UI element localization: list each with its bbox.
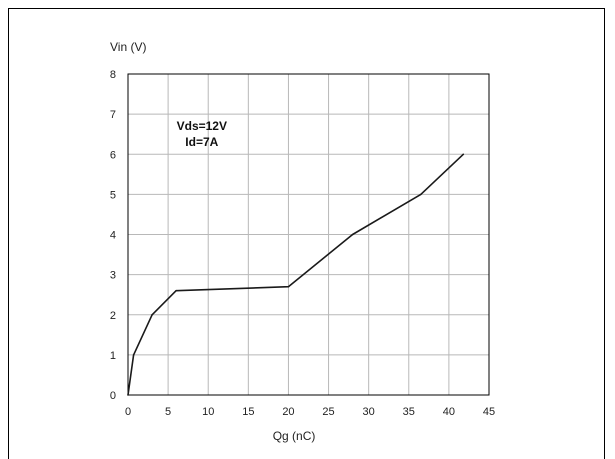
y-tick-label-7: 7 [110, 109, 116, 121]
data-point-5 [351, 233, 354, 236]
x-tick-label-7: 35 [403, 406, 415, 418]
x-tick-label-3: 15 [242, 406, 254, 418]
x-tick-label-8: 40 [443, 406, 455, 418]
data-point-6 [420, 193, 422, 196]
grid [128, 74, 489, 395]
data-point-4 [287, 285, 290, 288]
y-tick-label-5: 5 [110, 189, 116, 201]
data-point-2 [151, 313, 153, 316]
data-point-0 [127, 394, 129, 396]
y-tick-label-1: 1 [110, 350, 116, 362]
x-axis-ticks: 0 5 10 15 20 25 30 35 40 45 [125, 406, 495, 418]
data-point-1 [132, 354, 135, 356]
x-tick-label-6: 30 [363, 406, 375, 418]
y-tick-label-0: 0 [110, 390, 116, 402]
annotation-vds: Vds=12V [177, 119, 227, 133]
x-tick-label-1: 5 [165, 406, 171, 418]
data-point-3 [175, 289, 177, 292]
series-line [127, 153, 464, 396]
y-tick-label-2: 2 [110, 310, 116, 322]
annotation-id: Id=7A [185, 135, 218, 149]
x-tick-label-5: 25 [322, 406, 334, 418]
y-tick-label-4: 4 [110, 230, 116, 242]
x-axis-title: Qg (nC) [273, 429, 316, 443]
x-tick-label-2: 10 [202, 406, 214, 418]
y-tick-label-3: 3 [110, 270, 116, 282]
x-tick-label-4: 20 [282, 406, 294, 418]
y-tick-label-8: 8 [110, 69, 116, 81]
x-tick-label-9: 45 [483, 406, 495, 418]
data-point-7 [462, 153, 465, 156]
chart-frame [8, 8, 605, 459]
y-tick-label-6: 6 [110, 149, 116, 161]
x-tick-label-0: 0 [125, 406, 131, 418]
plot-area-border [127, 73, 490, 396]
series-points [127, 153, 465, 396]
y-axis-title: Vin (V) [110, 40, 146, 54]
y-axis-ticks: 0 1 2 3 4 5 6 7 8 [110, 69, 116, 402]
